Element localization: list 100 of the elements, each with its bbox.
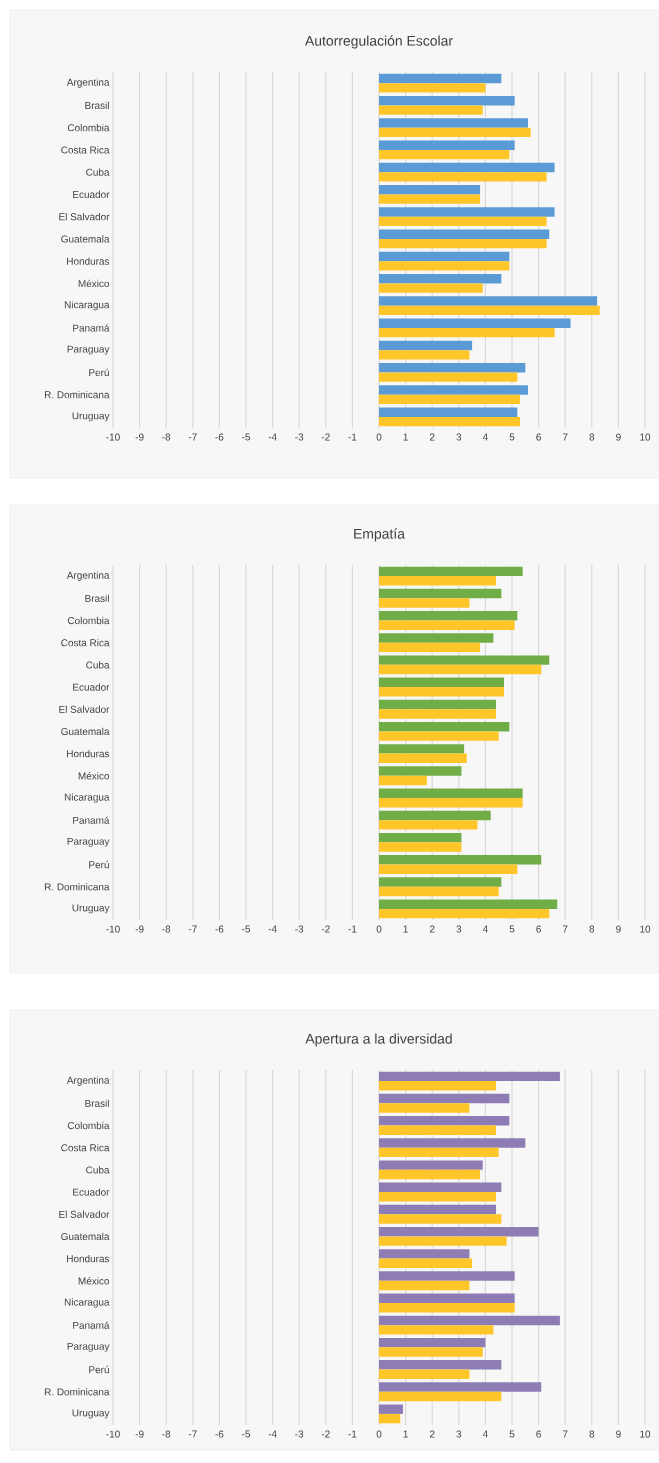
bar — [379, 855, 542, 865]
x-tick-label: 7 — [562, 925, 568, 933]
bar — [379, 588, 502, 599]
y-tick-label: Colombia — [67, 1121, 110, 1130]
x-tick-label: 9 — [616, 433, 621, 441]
x-tick-label: -9 — [135, 925, 144, 933]
bar — [379, 753, 467, 764]
y-tick-label: Guatemala — [61, 727, 110, 736]
bar — [379, 775, 427, 786]
bar — [379, 687, 505, 697]
bar — [379, 766, 462, 776]
bar — [379, 788, 523, 798]
bar — [379, 832, 462, 843]
y-tick-label: Ecuador — [73, 683, 110, 691]
y-tick-label: Uruguay — [72, 412, 110, 422]
y-tick-label: Argentina — [66, 1076, 110, 1086]
chart-title: Autorregulación Escolar — [304, 35, 453, 49]
bar — [379, 184, 481, 195]
x-tick-label: -1 — [348, 925, 357, 933]
bar — [379, 238, 547, 249]
bar — [379, 140, 515, 150]
y-tick-label: Paraguay — [67, 1342, 110, 1352]
bar — [379, 385, 528, 395]
bar — [379, 721, 510, 732]
bar — [379, 1369, 470, 1379]
bar — [379, 566, 523, 577]
chart-title: Apertura a la diversidad — [305, 1033, 452, 1047]
bar — [379, 620, 515, 630]
bar — [379, 350, 470, 360]
bar — [379, 1280, 470, 1291]
x-tick-label: -5 — [242, 925, 251, 933]
x-tick-label: 6 — [536, 925, 541, 933]
bar — [379, 1347, 483, 1357]
y-tick-label: Perú — [89, 368, 109, 377]
bar — [379, 127, 531, 138]
y-tick-label: Costa Rica — [61, 146, 110, 154]
x-tick-label: 1 — [403, 1430, 408, 1438]
bar — [379, 1271, 515, 1281]
x-tick-label: 0 — [376, 1430, 382, 1438]
bar — [379, 318, 571, 328]
bar — [379, 642, 481, 653]
x-tick-label: 10 — [640, 433, 651, 441]
x-tick-label: 3 — [456, 1430, 462, 1438]
bar — [379, 598, 470, 608]
y-tick-label: Honduras — [67, 749, 110, 758]
bar — [379, 207, 555, 217]
x-tick-label: 7 — [562, 1430, 568, 1438]
x-tick-label: 4 — [482, 925, 488, 933]
y-tick-label: Nicaragua — [64, 1298, 110, 1308]
bar — [379, 1302, 515, 1313]
bar — [379, 1204, 497, 1215]
bar — [379, 83, 486, 93]
x-tick-label: -3 — [295, 1430, 304, 1438]
x-tick-label: -1 — [348, 1430, 357, 1438]
bar — [379, 1258, 473, 1269]
y-tick-label: Brasil — [85, 101, 109, 110]
bar — [379, 731, 499, 741]
y-tick-label: Ecuador — [73, 1188, 110, 1196]
bar — [379, 1081, 497, 1091]
y-tick-label: Nicaragua — [64, 300, 110, 311]
y-tick-label: Panamá — [73, 324, 110, 332]
bar — [379, 1382, 542, 1392]
x-tick-label: 9 — [616, 1430, 621, 1438]
x-tick-label: -2 — [321, 925, 330, 933]
y-tick-label: El Salvador — [59, 1210, 110, 1218]
x-tick-label: 8 — [589, 925, 595, 933]
y-tick-label: Honduras — [67, 257, 110, 265]
x-tick-label: -10 — [106, 433, 120, 441]
bar — [379, 1071, 560, 1082]
y-tick-label: R. Dominicana — [44, 390, 110, 399]
y-tick-label: Paraguay — [67, 345, 110, 355]
x-tick-label: -3 — [295, 925, 304, 933]
y-tick-label: México — [78, 1277, 110, 1285]
bar — [379, 820, 478, 830]
bar — [379, 1249, 470, 1259]
bar — [379, 1360, 502, 1370]
y-tick-label: Colombia — [67, 123, 110, 132]
bar — [379, 908, 550, 919]
bar — [379, 1404, 403, 1414]
y-tick-label: Nicaragua — [64, 793, 110, 803]
y-tick-label: Brasil — [85, 594, 109, 602]
bar — [379, 1093, 510, 1104]
x-tick-label: -9 — [135, 1430, 144, 1438]
bar — [379, 327, 555, 338]
y-tick-label: Uruguay — [72, 1409, 110, 1419]
bar — [379, 1116, 510, 1126]
y-tick-label: México — [78, 279, 110, 288]
x-tick-label: 8 — [589, 1430, 595, 1438]
bar — [379, 664, 542, 675]
bar — [379, 229, 550, 239]
x-tick-label: -8 — [162, 433, 171, 441]
x-tick-label: 2 — [429, 433, 435, 441]
x-tick-label: 7 — [562, 433, 568, 441]
x-tick-label: 1 — [403, 433, 408, 441]
x-tick-label: 2 — [429, 1430, 435, 1438]
bar — [379, 95, 515, 106]
bar — [379, 416, 520, 427]
y-tick-label: Perú — [89, 1365, 109, 1374]
x-tick-label: 5 — [509, 925, 515, 933]
x-tick-label: 1 — [403, 925, 408, 933]
